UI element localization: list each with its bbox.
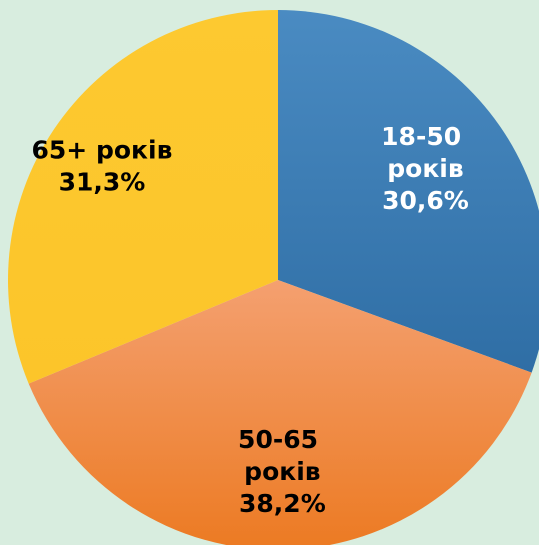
pie-slice (278, 10, 539, 373)
slice-value-label: 30,6% (382, 186, 469, 215)
pie-slice (28, 280, 532, 545)
slice-value-label: 38,2% (239, 489, 326, 518)
slice-category: 65+ років (32, 136, 173, 165)
slice-category: 50-65 років (238, 425, 327, 486)
slice-value-label: 31,3% (59, 168, 146, 197)
slice-category: 18-50 років (381, 122, 470, 183)
pie-slice (7, 10, 278, 384)
